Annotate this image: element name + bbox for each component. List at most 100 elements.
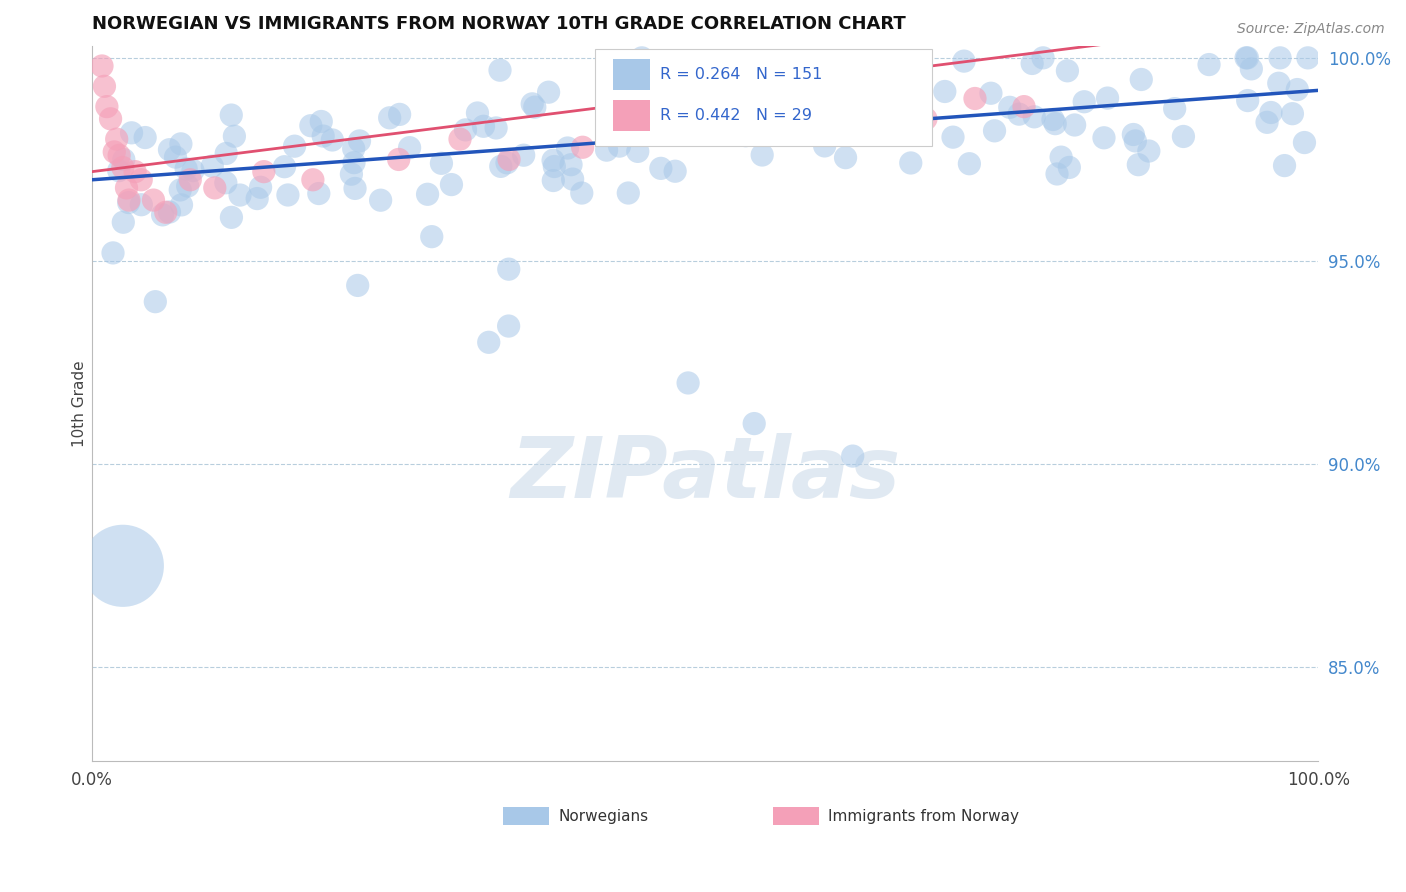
Point [823,98,845,112]
Bar [613,59,650,90]
Point [103,145,125,159]
Point [841,88,863,103]
Point [498,153,520,167]
Point [343,155,366,169]
Point [142,193,165,207]
Point [686,128,709,142]
Point [346,278,368,293]
Point [96,100,118,114]
Point [454,123,477,137]
Point [1268,76,1291,90]
Text: NORWEGIAN VS IMMIGRANTS FROM NORWAY 10TH GRADE CORRELATION CHART: NORWEGIAN VS IMMIGRANTS FROM NORWAY 10TH… [93,15,905,33]
Point [1260,105,1282,120]
Point [118,195,141,210]
Point [1008,107,1031,121]
Bar [613,100,650,131]
Point [215,176,238,190]
Point [644,128,666,142]
Point [860,97,883,112]
Point [877,100,900,114]
Point [121,126,143,140]
Point [571,140,593,154]
Point [388,153,411,167]
Point [111,558,134,573]
Point [284,139,307,153]
Point [652,114,675,128]
Point [983,124,1005,138]
Point [561,172,583,186]
Point [344,181,367,195]
Point [1045,117,1067,131]
Point [155,205,177,219]
Point [543,173,565,187]
Point [343,142,366,156]
Point [728,124,751,138]
Point [900,156,922,170]
Point [742,417,765,431]
Point [181,163,204,178]
Point [398,141,420,155]
Point [1073,95,1095,109]
Point [963,91,986,105]
Point [273,160,295,174]
Point [957,157,980,171]
Point [129,173,152,187]
Point [713,96,735,111]
Point [219,108,242,122]
Point [523,100,546,114]
Point [176,179,198,194]
Point [152,208,174,222]
Text: Immigrants from Norway: Immigrants from Norway [828,809,1019,824]
Point [143,294,166,309]
Point [1012,100,1035,114]
Point [229,188,252,202]
Point [388,107,411,121]
Point [131,197,153,211]
Point [321,133,343,147]
Point [866,81,889,95]
Point [1092,130,1115,145]
Point [115,181,138,195]
Point [112,153,135,167]
Point [111,161,134,175]
Point [179,173,201,187]
FancyBboxPatch shape [595,49,932,145]
Point [1125,134,1147,148]
Point [101,246,124,260]
Point [169,183,191,197]
Point [815,79,838,94]
Point [159,205,181,219]
Point [664,164,686,178]
Point [170,198,193,212]
Point [1046,167,1069,181]
Point [1021,56,1043,70]
Point [253,164,276,178]
Point [617,186,640,200]
Point [246,192,269,206]
Point [420,229,443,244]
Text: ZIPatlas: ZIPatlas [510,434,900,516]
Point [159,143,181,157]
Text: Norwegians: Norwegians [558,809,648,824]
Point [543,160,565,174]
Point [1234,51,1257,65]
Point [1173,129,1195,144]
Point [312,129,335,144]
Point [340,167,363,181]
Point [1163,102,1185,116]
Point [124,164,146,178]
Point [1050,150,1073,164]
Point [1042,112,1064,127]
Point [478,335,501,350]
Point [1198,57,1220,71]
Point [108,148,131,162]
Point [631,51,654,65]
Point [834,151,856,165]
Point [980,87,1002,101]
Point [676,376,699,390]
Point [174,161,197,176]
Point [783,94,806,108]
Point [560,158,582,172]
Point [100,112,122,126]
Point [953,54,976,69]
